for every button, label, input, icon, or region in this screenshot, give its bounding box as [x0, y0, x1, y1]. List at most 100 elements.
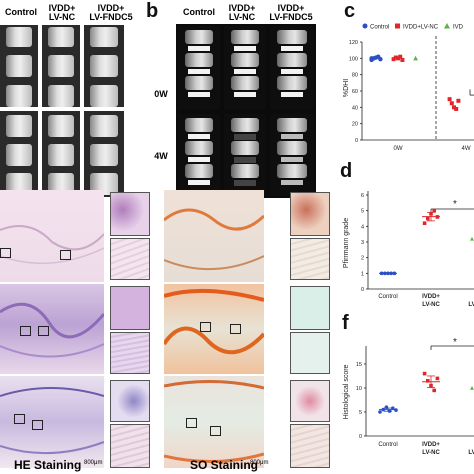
dhi-point-ivdd-nc [400, 57, 405, 62]
panel-a: Control IVDD+ LV-NC IVDD+ LV-FNDC5 [0, 0, 140, 200]
dhi-point-ivdd-nc [449, 101, 454, 106]
panel-f-xtick-control: Control [378, 442, 397, 448]
so-scale-label: 800μm [250, 460, 269, 466]
so-inset-2b [290, 332, 330, 374]
so-inset-2a [290, 286, 330, 330]
legend-control-marker [362, 23, 368, 29]
dhi-point-control [378, 56, 383, 62]
panel-c-letter: c [344, 0, 356, 22]
histo-ytick-label: 10 [356, 386, 362, 392]
panel-b-header-control: Control [183, 7, 215, 17]
so-staining-caption: SO Staining [190, 458, 259, 472]
so-inset-3b [290, 424, 330, 468]
panel-c-ytick-label: 60 [352, 89, 358, 95]
panel-c-xtick-0w: 0W [394, 146, 403, 152]
dhi-point-ivdd-nc [393, 55, 398, 60]
dhi-point-ivdd-nc [456, 98, 461, 103]
dhi-point-ivdd-nc [396, 56, 400, 61]
panel-f-significance: * [453, 337, 457, 348]
so-main-row1 [164, 190, 264, 282]
so-main-row2 [164, 284, 264, 374]
xray-control-bottom [0, 111, 38, 197]
so-inset-1a [290, 192, 330, 236]
so-main-row3 [164, 376, 264, 468]
panel-d-xtick-lv: LV [468, 302, 474, 308]
panel-f-xtick-ivdd-nc-2: LV-NC [422, 450, 440, 456]
panel-f-xtick-ivdd-nc-1: IVDD+ [422, 442, 440, 448]
panel-c-ytick-label: 120 [349, 40, 358, 46]
panel-f-xtick-lv: LV [468, 450, 474, 456]
he-inset-3a [110, 380, 150, 422]
dhi-point-ivdd-nc [447, 97, 452, 102]
dhi-point-fndc5 [413, 55, 418, 61]
xray-ivdd-nc-top [42, 25, 80, 107]
he-staining-caption: HE Staining [14, 458, 82, 472]
he-inset-2a [110, 286, 150, 330]
histo-point-control [378, 410, 382, 414]
panel-c-ytick-label: 20 [352, 122, 358, 128]
pfirrmann-ytick-label: 4 [361, 224, 364, 230]
panel-c-xtick-4w: 4W [462, 146, 471, 152]
panel-d-ylabel: Pfirrmann grade [343, 218, 350, 268]
mri-fndc5-4w [270, 114, 314, 196]
panel-b-row-0w: 0W [154, 89, 168, 99]
he-inset-2b [110, 332, 150, 374]
xray-fndc5-bottom [84, 111, 124, 197]
he-scale-label: 800μm [84, 460, 103, 466]
panel-d-xtick-ivdd-nc-1: IVDD+ [422, 294, 440, 300]
histo-ytick-label: 15 [356, 362, 362, 368]
panel-b-letter: b [146, 0, 159, 22]
mri-fndc5-0w [270, 26, 314, 110]
he-inset-1a [110, 192, 150, 236]
histo-point-fndc5 [470, 386, 474, 390]
he-inset-3b [110, 424, 150, 468]
histo-point-control [391, 406, 395, 410]
histo-point-ivdd-nc [422, 371, 427, 376]
panel-d-letter: d [340, 160, 353, 182]
mri-ivdd-nc-4w [224, 114, 266, 196]
xray-fndc5-top [84, 25, 124, 107]
pfirrmann-ytick-label: 3 [361, 240, 364, 246]
mri-ivdd-nc-0w [224, 26, 266, 110]
he-inset-1b [110, 238, 150, 280]
pfirrmann-ytick-label: 5 [361, 209, 364, 215]
panel-a-header-fndc5: IVDD+ LV-FNDC5 [89, 3, 133, 22]
pfirrmann-ytick-label: 1 [361, 271, 364, 277]
histo-ytick-label: 0 [359, 434, 362, 440]
dhi-point-ivdd-nc [454, 106, 459, 111]
panel-f-letter: f [342, 312, 349, 334]
legend-fndc5-marker [444, 23, 450, 29]
legend-ivdd-nc-label: IVDD+LV-NC [403, 25, 439, 31]
dhi-point-control [369, 56, 374, 61]
panel-c-ytick-label: 80 [352, 73, 358, 79]
panel-f-ylabel: Histological score [343, 364, 350, 419]
pfirrmann-point-ivdd-nc [422, 221, 427, 225]
panel-a-header-ivdd-nc: IVDD+ LV-NC [48, 3, 76, 22]
histo-point-ivdd-nc [432, 388, 436, 393]
legend-ivdd-nc-marker [395, 23, 400, 29]
panel-c-ytick-label: 100 [349, 56, 358, 62]
so-inset-1b [290, 238, 330, 280]
xray-control-top [0, 25, 38, 107]
legend-control-label: Control [370, 25, 389, 31]
panel-b-header-ivdd-nc: IVDD+ LV-NC [228, 3, 256, 22]
he-main-row2 [0, 284, 104, 374]
panel-b-images [176, 24, 316, 198]
panel-d-chart: Pfirrmann grade 6 5 4 3 2 1 0 Control IVDD+ LV… [343, 191, 474, 308]
panel-a-header-control: Control [5, 7, 37, 17]
pfirrmann-ytick-label: 6 [361, 193, 364, 199]
pfirrmann-point-fndc5 [470, 236, 474, 241]
he-main-row1 [0, 190, 104, 282]
panel-c-ytick-label: 0 [355, 138, 358, 144]
mri-control-4w [178, 114, 220, 196]
panel-b-header-fndc5: IVDD+ LV-FNDC5 [269, 3, 313, 22]
pfirrmann-point-ivdd-nc [432, 208, 436, 213]
dhi-point-ivdd-nc [391, 57, 396, 62]
panel-e-histology: 800μm 800μm [0, 190, 330, 474]
panel-c-yticks: 120 100 80 60 40 20 0 [349, 40, 362, 144]
panel-d-xtick-control: Control [378, 294, 397, 300]
panel-c-ytick-label: 40 [352, 105, 358, 111]
dhi-point-ivdd-nc [398, 54, 403, 59]
pfirrmann-point-ivdd-nc [426, 216, 430, 221]
